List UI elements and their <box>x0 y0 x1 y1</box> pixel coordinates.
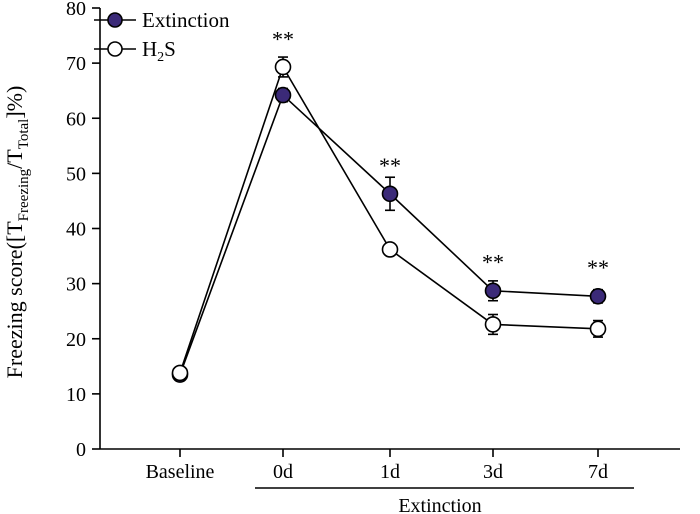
legend-h2s-main: H <box>142 37 157 61</box>
significance-marker: ** <box>482 250 504 275</box>
y-tick-label: 70 <box>66 53 86 75</box>
x-tick-label: 7d <box>588 461 608 483</box>
ylabel-end: ]%) <box>2 86 27 119</box>
legend-h2s-sub: 2 <box>157 50 164 65</box>
data-point <box>381 241 399 258</box>
x-tick-label: 1d <box>380 461 400 483</box>
legend-marker-extinction <box>107 12 123 28</box>
x-ticks: Baseline 0d 1d 3d 7d <box>146 449 608 483</box>
data-point <box>274 58 292 76</box>
data-point <box>381 185 399 203</box>
data-point <box>171 364 189 382</box>
ylabel-mid: /T <box>2 149 27 169</box>
data-point <box>589 288 607 305</box>
group-label: Extinction <box>398 495 481 514</box>
series-layer <box>171 56 607 383</box>
y-tick-label: 60 <box>66 108 86 130</box>
data-point <box>484 316 502 333</box>
x-tick-label: 3d <box>483 461 503 483</box>
y-tick-label: 80 <box>66 0 86 20</box>
series-extinction <box>171 86 607 383</box>
y-tick-label: 20 <box>66 329 86 351</box>
ylabel-sub1: Freezing <box>16 168 32 221</box>
y-ticks: 0 10 20 30 40 50 60 70 80 <box>66 0 100 461</box>
extinction-group-bracket: Extinction <box>255 487 634 514</box>
series-line <box>179 93 599 375</box>
y-tick-label: 50 <box>66 163 86 185</box>
legend-item-extinction: Extinction <box>94 8 230 32</box>
legend-item-h2s: H2S <box>94 37 176 65</box>
x-tick-label: 0d <box>273 461 293 483</box>
significance-marker: ** <box>587 255 609 280</box>
legend-h2s-end: S <box>164 37 176 61</box>
y-axis-label: Freezing score([TFreezing/TTotal]%) <box>2 86 32 379</box>
legend: Extinction H2S <box>94 8 230 65</box>
y-tick-label: 0 <box>76 439 86 461</box>
significance-marker: ** <box>272 26 294 51</box>
significance-marker: ** <box>379 153 401 178</box>
data-point <box>484 282 502 300</box>
data-point <box>589 320 607 338</box>
annotation-layer: ** ** ** ** <box>272 26 609 280</box>
ylabel-main: Freezing score([T <box>2 221 27 379</box>
data-point <box>274 86 292 104</box>
y-tick-label: 10 <box>66 384 86 406</box>
legend-marker-h2s <box>107 41 123 57</box>
series-h2s <box>171 56 607 382</box>
plot-axes <box>99 8 680 450</box>
legend-label-h2s: H2S <box>142 37 176 65</box>
y-tick-label: 40 <box>66 219 86 241</box>
series-line <box>179 65 599 374</box>
ylabel-sub2: Total <box>16 119 32 150</box>
legend-label-extinction: Extinction <box>142 8 230 32</box>
x-tick-label: Baseline <box>146 461 215 483</box>
y-tick-label: 30 <box>66 274 86 296</box>
